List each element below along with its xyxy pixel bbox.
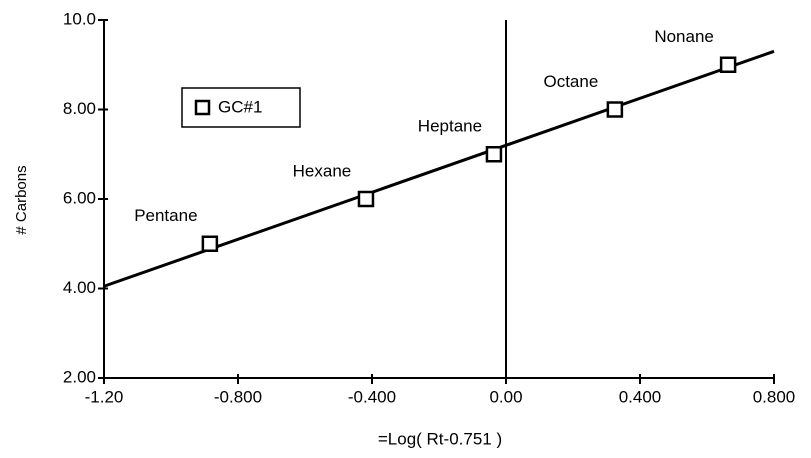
legend-marker (194, 99, 211, 116)
data-point (606, 101, 624, 118)
point-label: Pentane (134, 206, 197, 225)
y-axis-label: # Carbons (13, 165, 30, 234)
data-point (201, 235, 219, 252)
data-point (485, 146, 503, 163)
point-label: Hexane (293, 161, 352, 180)
x-axis-label: =Log( Rt-0.751 ) (378, 429, 502, 448)
y-tick-label: 10.0 (63, 9, 96, 28)
y-tick-label: 2.00 (63, 367, 96, 386)
x-tick-label: 0.800 (753, 387, 796, 406)
x-tick-label: 0.00 (489, 387, 522, 406)
point-label: Octane (543, 72, 598, 91)
data-point (357, 190, 375, 208)
y-tick-label: 6.00 (63, 188, 96, 207)
point-label: Heptane (418, 117, 482, 136)
point-label: Nonane (654, 27, 714, 46)
x-tick-label: -1.20 (85, 387, 124, 406)
x-tick-label: 0.400 (619, 387, 662, 406)
x-tick-label: -0.800 (214, 387, 262, 406)
y-tick-label: 4.00 (63, 278, 96, 297)
data-point (719, 56, 737, 73)
y-tick-label: 8.00 (63, 99, 96, 118)
legend-label: GC#1 (218, 97, 262, 116)
x-tick-label: -0.400 (348, 387, 396, 406)
